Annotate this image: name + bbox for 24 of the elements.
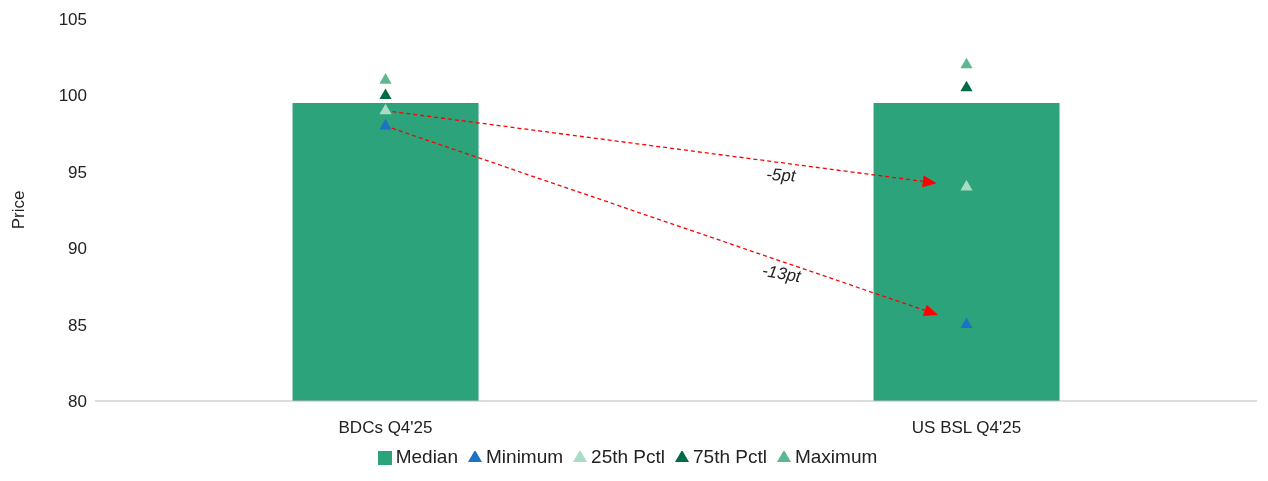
x-tick-label: US BSL Q4'25: [911, 418, 1022, 438]
y-tick-label: 105: [58, 10, 87, 30]
x-tick-label: BDCs Q4'25: [338, 418, 433, 438]
legend-label: 25th Pctl: [591, 446, 666, 467]
point: [379, 88, 392, 99]
point: [960, 80, 973, 92]
y-tick-label: 85: [68, 315, 87, 335]
point: [960, 180, 973, 191]
point: [379, 73, 392, 84]
y-tick-label: 90: [68, 239, 87, 259]
legend-label: 75th Pctl: [693, 446, 767, 467]
annotation: -13pt: [760, 261, 804, 287]
y-tick-label: 100: [58, 86, 87, 106]
point: [960, 57, 973, 69]
legend-label: Median: [395, 446, 459, 467]
point: [379, 118, 392, 130]
y-axis-title: Price: [9, 190, 29, 230]
annotation: -5pt: [765, 164, 798, 186]
y-tick-label: 80: [68, 392, 87, 412]
y-tick-label: 95: [68, 162, 87, 182]
legend-label: Maximum: [794, 446, 878, 467]
legend-label: Minimum: [486, 446, 564, 467]
point: [379, 103, 392, 115]
point: [960, 317, 973, 329]
